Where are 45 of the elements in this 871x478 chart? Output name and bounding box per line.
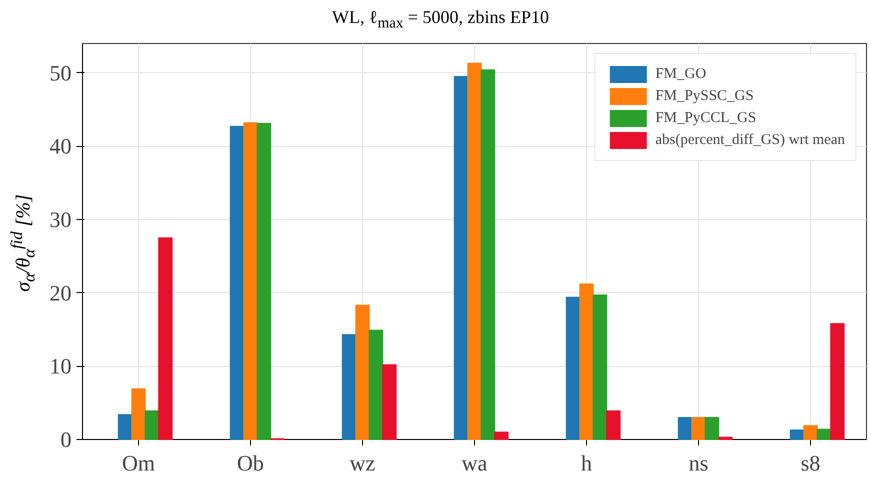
bar <box>144 410 160 440</box>
x-tick-label: h <box>581 450 592 476</box>
bar <box>118 414 132 440</box>
bar <box>243 122 258 440</box>
legend-label: FM_PySSC_GS <box>655 88 754 104</box>
bar <box>606 410 621 440</box>
x-tick-label: wa <box>462 450 488 476</box>
bar <box>158 237 173 440</box>
bar <box>816 428 832 440</box>
bar <box>790 429 804 440</box>
bar <box>131 388 146 440</box>
bar <box>579 284 594 440</box>
x-tick-label: Om <box>122 450 155 476</box>
bar <box>467 62 482 440</box>
bar <box>704 417 720 440</box>
bar <box>382 364 397 440</box>
bar <box>803 425 818 440</box>
legend-label: abs(percent_diff_GS) wrt mean <box>655 132 845 148</box>
y-tick-label: 30 <box>50 207 72 232</box>
bar <box>454 76 468 440</box>
bar <box>355 304 370 440</box>
x-tick-label: Ob <box>237 450 264 476</box>
y-tick-label: 0 <box>60 427 72 452</box>
bar <box>678 417 692 440</box>
chart-title: WL, ℓ$_{max}$ = 5000, zbins EP10 <box>330 6 550 34</box>
bar <box>368 330 384 440</box>
x-tick-label: wz <box>350 450 376 476</box>
x-tick-label: s8 <box>800 450 820 476</box>
y-tick-label: 20 <box>50 280 72 306</box>
bar <box>592 294 608 440</box>
legend-label: FM_GO <box>655 66 706 82</box>
bar <box>718 436 733 440</box>
bar <box>566 296 580 440</box>
y-tick-label: 40 <box>50 134 72 159</box>
y-tick-label: 10 <box>50 354 72 379</box>
bar <box>256 122 272 440</box>
legend-label: FM_PyCCL_GS <box>655 110 756 126</box>
bar <box>691 417 706 440</box>
x-tick-label: ns <box>688 450 708 476</box>
bar <box>342 334 356 440</box>
bar <box>830 323 845 440</box>
bar <box>230 126 244 440</box>
bar <box>494 432 509 440</box>
bar <box>480 69 496 440</box>
y-tick-label: 50 <box>50 60 72 86</box>
